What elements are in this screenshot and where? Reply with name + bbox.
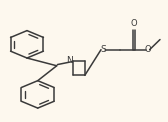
Text: O: O <box>130 19 137 28</box>
Text: O: O <box>144 45 151 54</box>
Text: N: N <box>66 56 73 65</box>
Text: S: S <box>100 45 106 54</box>
